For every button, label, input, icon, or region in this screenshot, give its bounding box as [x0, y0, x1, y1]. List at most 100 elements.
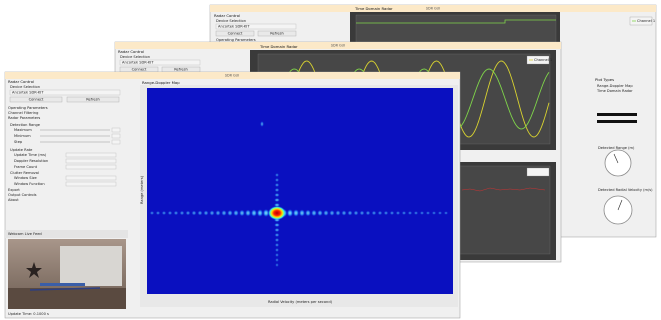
doppler-spread: [149, 210, 155, 216]
section-header: Radar Parameters: [8, 116, 40, 120]
doppler-spread: [209, 210, 215, 216]
x-axis-label: Radial Velocity (meters per second): [268, 300, 333, 304]
section-header: Channel Filtering: [8, 111, 38, 115]
doppler-spread: [250, 209, 258, 217]
range-spread: [274, 238, 280, 242]
doppler-spread: [377, 210, 383, 216]
doppler-spread: [341, 210, 347, 216]
range-spread: [274, 198, 280, 202]
clutter: [260, 121, 264, 127]
refresh-button[interactable]: [257, 30, 297, 37]
device-name: Ancortek SDR-KIT: [218, 25, 250, 29]
doppler-spread: [323, 210, 329, 216]
button-label: Connect: [29, 98, 44, 102]
range-spread: [274, 188, 280, 192]
input-box[interactable]: [65, 164, 117, 170]
range-spread: [273, 203, 281, 207]
doppler-spread: [305, 209, 311, 217]
doppler-spread: [443, 211, 449, 215]
webcam-feed: [8, 239, 126, 309]
connect-button[interactable]: [9, 96, 63, 103]
target-peak: [268, 206, 286, 220]
range-spread: [274, 243, 280, 247]
doppler-spread: [413, 211, 419, 215]
field-label: Minimum: [14, 134, 31, 138]
plot-title: Time Domain Radar: [354, 6, 393, 11]
doppler-spread: [292, 209, 300, 217]
footer-item: Output Controls: [8, 193, 37, 197]
doppler-spread: [167, 210, 173, 216]
doppler-spread: [173, 210, 179, 216]
plot-title: Time Domain Radar: [259, 44, 298, 49]
gauge-title: Detected Range (m): [598, 146, 635, 150]
doppler-spread: [262, 208, 270, 218]
doppler-spread: [286, 209, 294, 217]
range-spread: [274, 233, 280, 237]
doppler-spread: [353, 210, 359, 216]
doppler-spread: [298, 209, 306, 217]
webcam-title: Webcam Live Feed: [8, 232, 42, 236]
device-select[interactable]: [9, 89, 121, 96]
field-label: Frame Count: [14, 165, 38, 169]
range-spread: [274, 223, 280, 227]
range-spread: [274, 173, 280, 177]
group-title: Detection Range: [10, 123, 41, 127]
section-header: Operating Parameters: [8, 106, 48, 110]
device-name: Ancortek SDR-KIT: [122, 61, 154, 65]
range-spread: [274, 228, 280, 232]
y-axis-label: Range (meters): [140, 175, 144, 204]
doppler-spread: [335, 210, 341, 216]
range-spread: [275, 253, 279, 257]
button-label: Refresh: [86, 98, 100, 102]
side-item: Time Domain Radar: [596, 89, 633, 93]
front-window: SDR GUI Radar Control Device Selection A…: [4, 71, 461, 319]
footer-item: Export: [8, 188, 20, 192]
field-label: Step: [14, 140, 23, 144]
legend-entry: Channel 1: [534, 58, 552, 62]
range-spread: [274, 183, 280, 187]
doppler-spread: [256, 209, 264, 217]
input-box[interactable]: [65, 181, 117, 187]
gauge-title: Detected Radial Velocity (m/s): [598, 188, 653, 192]
input-box[interactable]: [65, 158, 117, 164]
doppler-spread: [329, 210, 335, 216]
input-box[interactable]: [65, 152, 117, 158]
doppler-spread: [317, 209, 323, 217]
doppler-spread: [425, 211, 431, 215]
button-label: Connect: [228, 32, 243, 36]
device-select[interactable]: [119, 59, 201, 66]
panel-title: Radar Control: [118, 49, 144, 54]
range-spread: [275, 263, 279, 267]
footer-item: About: [8, 198, 19, 202]
field-label: Window Function: [14, 182, 45, 186]
doppler-spread: [215, 210, 221, 216]
doppler-spread: [221, 210, 227, 216]
doppler-spread: [437, 211, 443, 215]
field-label: Maximum: [14, 128, 32, 132]
button-label: Refresh: [270, 32, 284, 36]
doppler-spread: [389, 210, 395, 216]
group-title: Update Rate: [10, 148, 33, 152]
device-label: Device Selection: [216, 19, 246, 23]
device-label: Device Selection: [10, 85, 40, 89]
doppler-spread: [371, 210, 377, 216]
spin-box[interactable]: [111, 133, 121, 139]
doppler-spread: [161, 210, 167, 216]
device-select[interactable]: [215, 23, 297, 30]
range-spread: [274, 193, 280, 197]
doppler-spread: [311, 209, 317, 217]
connect-button[interactable]: [215, 30, 255, 37]
window-title: SDR GUI: [426, 7, 440, 11]
range-spread: [274, 178, 280, 182]
spin-box[interactable]: [111, 127, 121, 133]
device-name: Ancortek SDR-KIT: [12, 91, 44, 95]
doppler-spread: [197, 210, 203, 216]
refresh-button[interactable]: [66, 96, 120, 103]
input-box[interactable]: [65, 175, 117, 181]
doppler-spread: [203, 210, 209, 216]
spin-box[interactable]: [111, 139, 121, 145]
panel-title: Radar Control: [8, 79, 34, 84]
doppler-spread: [185, 210, 191, 216]
